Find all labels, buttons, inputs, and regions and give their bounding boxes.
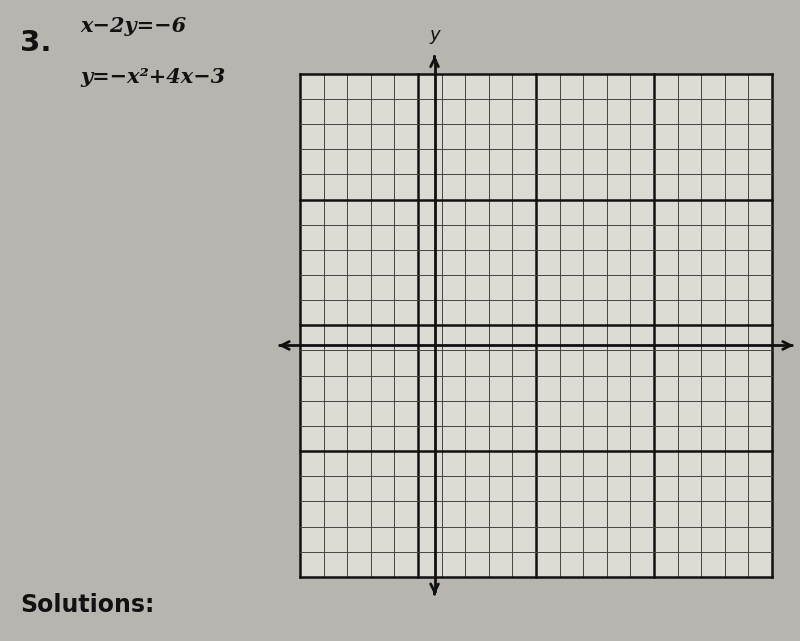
Text: x−2y=−6: x−2y=−6 xyxy=(80,16,186,36)
Text: y: y xyxy=(430,26,440,44)
Text: Solutions:: Solutions: xyxy=(20,593,154,617)
Text: y=−x²+4x−3: y=−x²+4x−3 xyxy=(80,67,226,87)
Bar xyxy=(300,74,772,577)
Text: 3.: 3. xyxy=(20,29,51,57)
